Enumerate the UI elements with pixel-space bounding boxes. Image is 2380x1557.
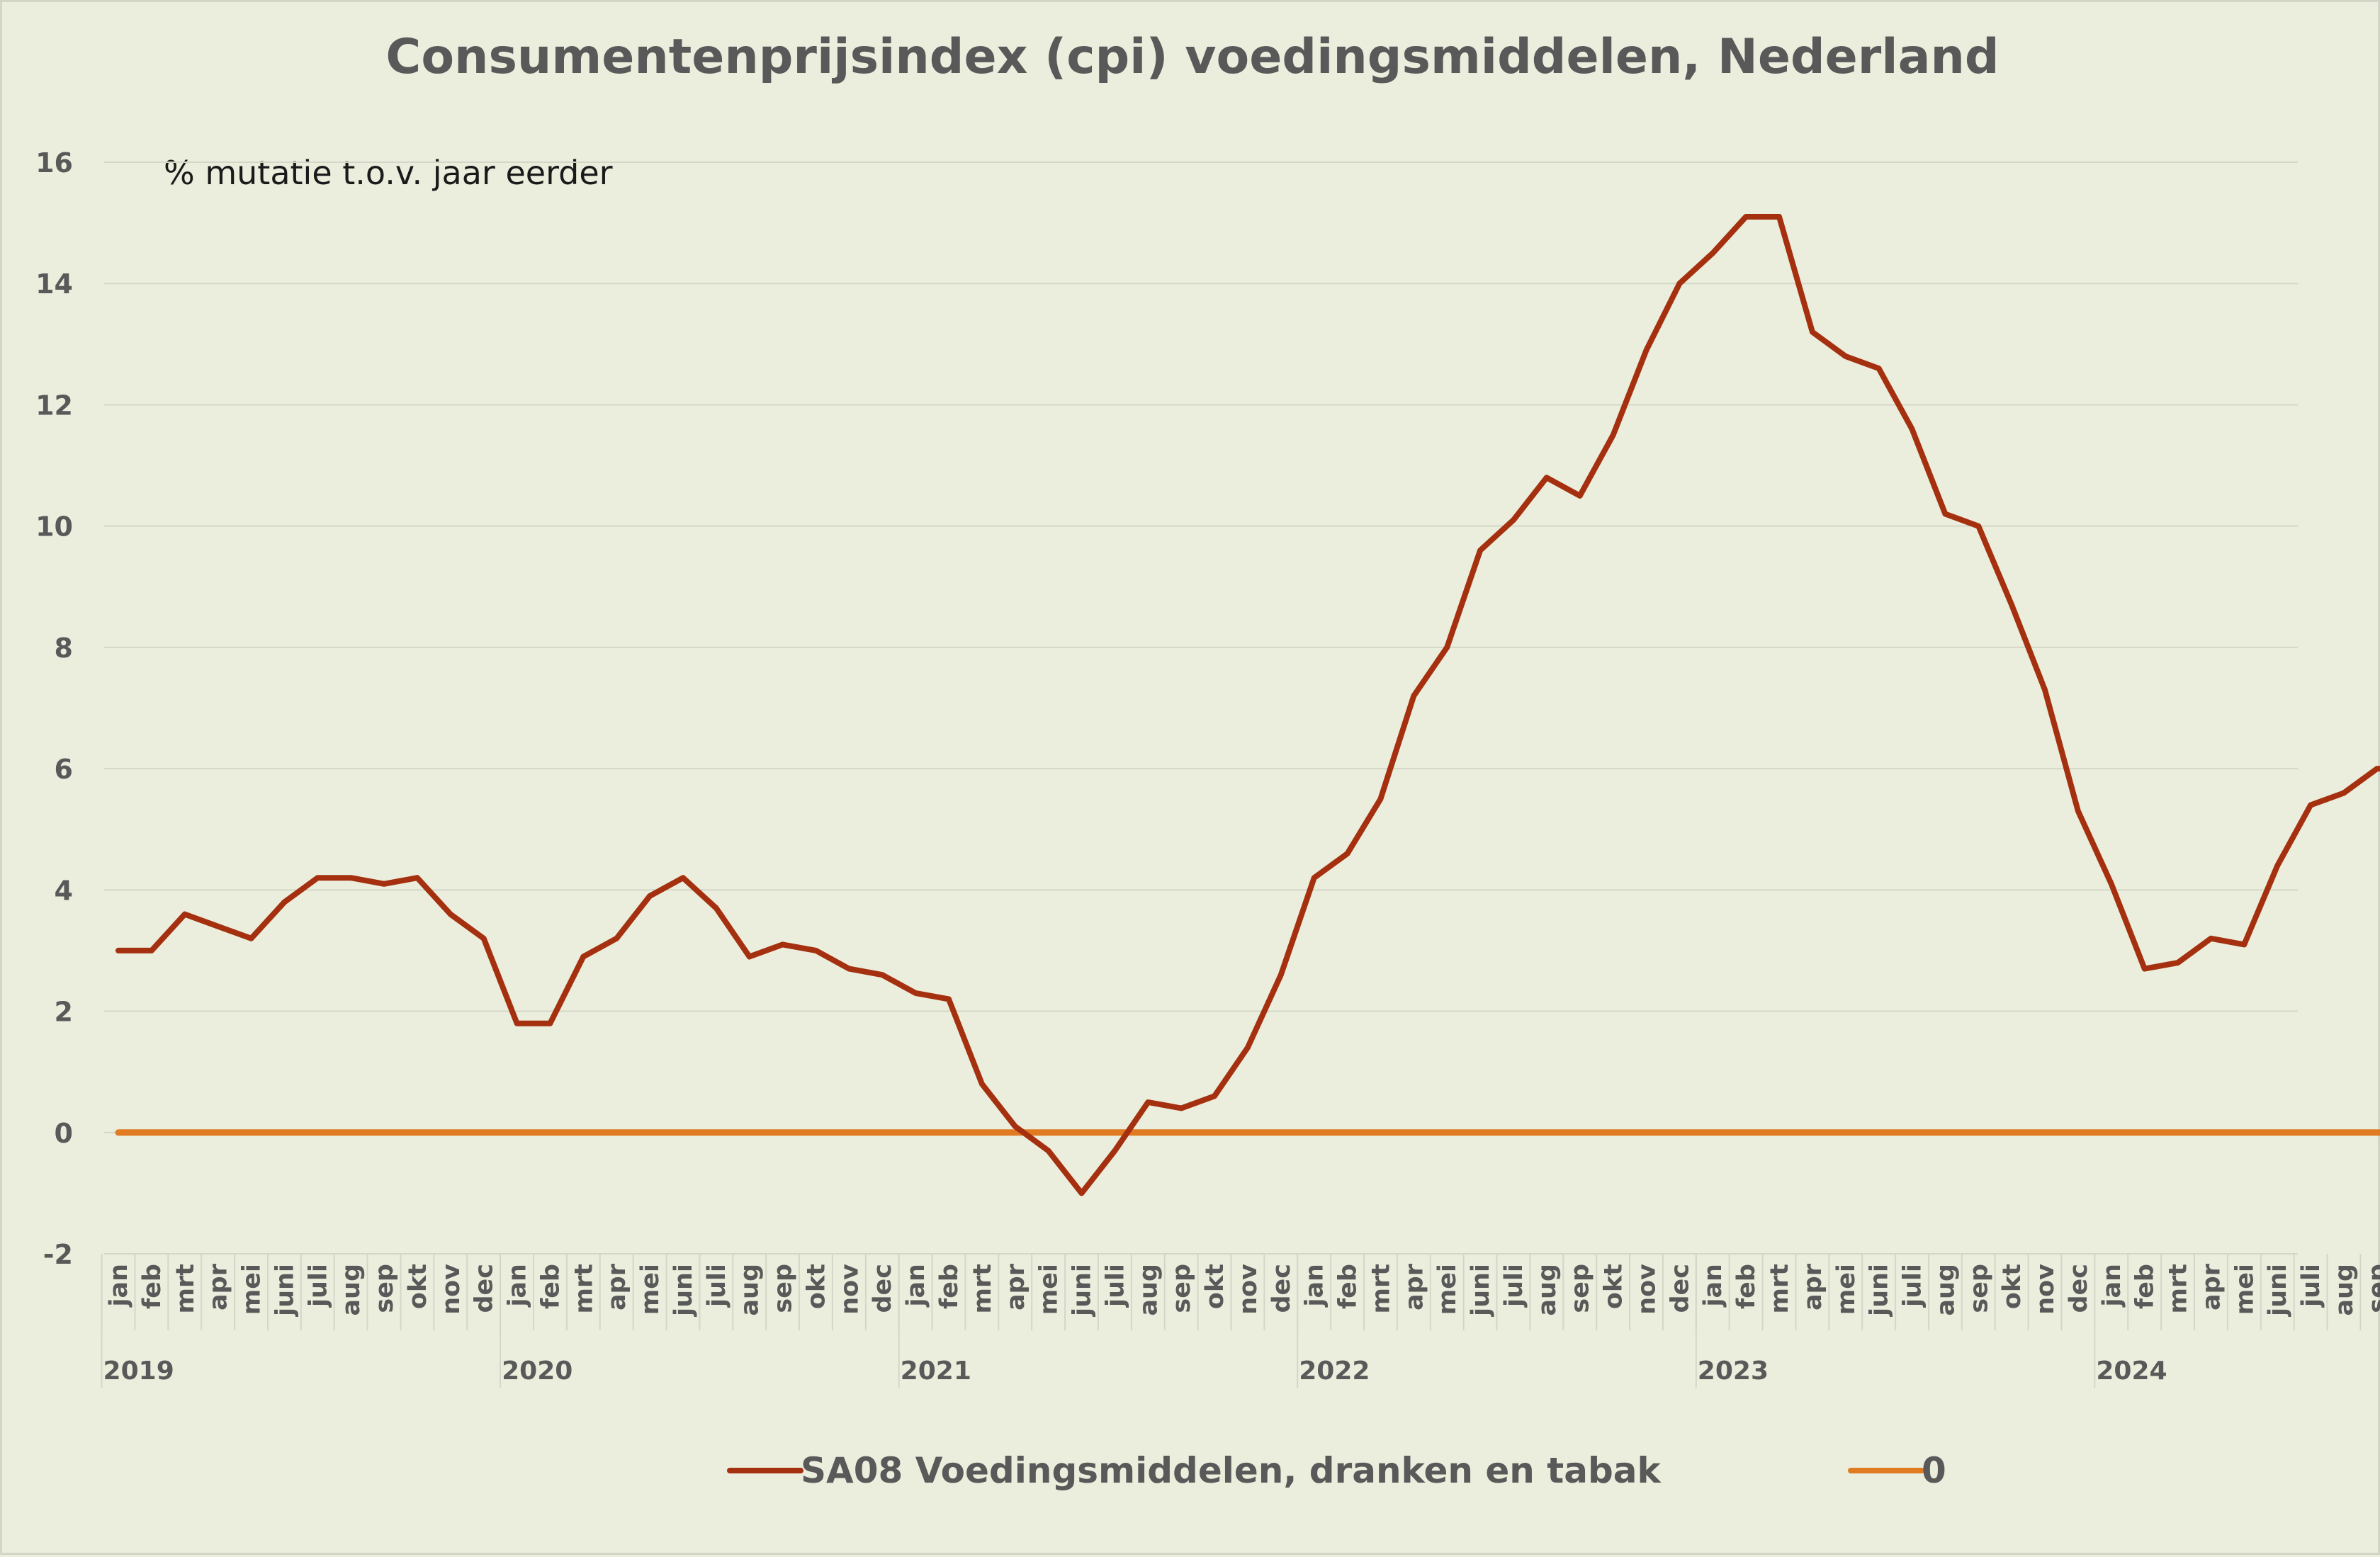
x-year-label: 2022 [1299,1357,1370,1386]
x-month-label: aug [1931,1264,1960,1316]
x-month-label: mei [1433,1264,1462,1315]
x-month-label: aug [1533,1264,1562,1316]
x-month-label: juni [271,1264,299,1318]
x-month-label: juni [1467,1264,1495,1318]
x-month-label: mei [238,1264,266,1315]
x-month-label: dec [470,1264,499,1313]
y-tick-label: 10 [35,511,73,543]
x-axis: jan feb mrt apr mei juni juli aug sep okt nov dec ja… [101,1253,2380,1388]
chart-title: Consumentenprijsindex (cpi) voedingsmidd… [385,29,1999,85]
gridlines [104,162,2298,1255]
legend: SA08 Voedingsmiddelen, dranken en tabak 0 [727,1450,1946,1491]
x-month-label: dec [1268,1264,1296,1313]
x-month-label: apr [205,1263,233,1310]
x-month-label: mei [1035,1264,1064,1315]
x-year-label: 2019 [103,1357,174,1386]
x-month-label: aug [337,1264,366,1316]
x-month-label: apr [1002,1263,1030,1310]
x-month-label: nov [1632,1264,1661,1315]
x-month-label: juni [1866,1264,1894,1318]
x-month-label: sep [1567,1264,1595,1313]
legend-label-0: SA08 Voedingsmiddelen, dranken en tabak [801,1450,1662,1491]
x-month-label: okt [404,1264,432,1309]
x-month-label: juli [1101,1264,1129,1308]
y-tick-label: 8 [55,633,73,664]
x-month-label: sep [2364,1264,2380,1313]
x-month-label: dec [1666,1264,1694,1313]
x-month-label: sep [371,1264,399,1313]
x-month-label: juli [1899,1264,1927,1308]
y-tick-label: 0 [55,1118,73,1149]
x-month-label: juni [2264,1264,2292,1318]
x-month-label: mei [2230,1264,2259,1315]
x-month-label: dec [2065,1264,2093,1313]
x-month-label: nov [2031,1264,2060,1315]
x-month-label: juni [670,1264,698,1318]
x-month-label: mei [636,1264,665,1315]
x-month-label: aug [736,1264,765,1316]
y-axis-ticks: -2 0 2 4 6 8 10 12 14 16 [35,147,73,1270]
y-tick-label: 4 [55,875,73,906]
x-month-label: dec [869,1264,897,1313]
x-month-label: mrt [171,1264,200,1313]
x-month-label: feb [1732,1264,1761,1309]
y-tick-label: 16 [35,147,73,179]
x-month-label: juli [2297,1264,2325,1308]
x-month-label: feb [138,1264,167,1309]
y-tick-label: 14 [35,268,73,300]
x-month-label: aug [1134,1264,1163,1316]
y-tick-label: 2 [55,997,73,1028]
x-month-label: sep [1168,1264,1196,1313]
x-month-label: sep [769,1264,798,1313]
series-lines [115,214,2380,1196]
y-tick-label: 12 [35,390,73,421]
x-month-label: feb [935,1264,964,1309]
x-month-label: okt [1998,1264,2026,1309]
series-line-voedingsmiddelen [115,214,2380,1196]
x-month-label: mrt [969,1264,997,1313]
x-month-label: apr [1400,1263,1428,1310]
x-month-label: mrt [2165,1264,2193,1313]
x-month-label: aug [2330,1264,2359,1316]
x-month-label: feb [2131,1264,2160,1309]
x-month-label: nov [437,1264,466,1315]
x-month-label: jan [1301,1264,1329,1308]
x-month-label: juni [1068,1264,1097,1318]
x-month-label: feb [1334,1264,1363,1309]
x-month-label: juli [304,1264,332,1308]
x-month-label: apr [1799,1263,1827,1310]
x-year-label: 2021 [901,1357,971,1386]
x-month-label: nov [1234,1264,1263,1315]
x-month-label: juli [703,1264,731,1308]
legend-label-1: 0 [1922,1450,1946,1491]
x-month-label: okt [802,1264,830,1309]
x-month-label: jan [902,1264,930,1308]
x-month-label: feb [536,1264,565,1309]
x-month-label: jan [504,1264,532,1308]
x-year-label: 2023 [1698,1357,1769,1386]
x-year-label: 2024 [2096,1357,2167,1386]
x-month-label: mrt [1766,1264,1794,1313]
y-tick-label: 6 [55,754,73,785]
x-month-label: apr [2197,1263,2226,1310]
x-month-label: mei [1832,1264,1861,1315]
x-month-label: jan [1699,1264,1727,1308]
y-tick-label: -2 [43,1239,73,1270]
x-year-label: 2020 [502,1357,573,1386]
x-month-label: mrt [570,1264,598,1313]
x-month-label: juli [1500,1264,1528,1308]
x-month-label: mrt [1367,1264,1395,1313]
x-month-label: sep [1965,1264,1993,1313]
x-month-label: nov [835,1264,864,1315]
x-month-label: jan [2098,1264,2126,1308]
x-month-label: jan [105,1264,133,1308]
x-month-label: apr [603,1263,631,1310]
chart-annotation: % mutatie t.o.v. jaar eerder [164,154,613,192]
x-month-label: okt [1600,1264,1628,1309]
x-month-label: okt [1201,1264,1229,1309]
